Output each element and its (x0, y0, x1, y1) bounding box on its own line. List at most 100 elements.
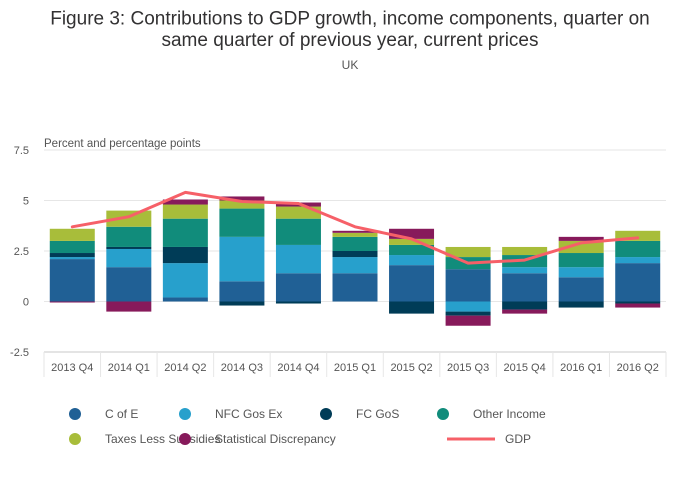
bar-segment-fc-gos (219, 301, 265, 306)
x-tick-label: 2015 Q2 (390, 362, 432, 374)
legend-label-other-income: Other Income (473, 407, 546, 421)
bar-segment-fc-gos (106, 246, 152, 249)
bar-segment-fc-gos (162, 246, 208, 264)
y-tick-label: 5 (23, 196, 29, 208)
legend-item-other-income: Other Income (437, 407, 546, 421)
x-tick-label: 2014 Q2 (164, 362, 206, 374)
legend-swatch-nfc-gos-ex (179, 408, 191, 420)
bar-segment-statistical-discrepancy (445, 315, 491, 326)
bar-segment-nfc-gos-ex (445, 301, 491, 312)
bar-segment-taxes-less-subsidies (445, 246, 491, 258)
legend-item-fc-gos: FC GoS (320, 407, 399, 421)
bar-segment-nfc-gos-ex (219, 236, 265, 282)
legend-label-c-of-e: C of E (105, 407, 138, 421)
bar-segment-nfc-gos-ex (558, 267, 604, 278)
x-tick-label: 2016 Q2 (617, 362, 659, 374)
bar-segment-statistical-discrepancy (615, 303, 661, 308)
bar-segment-statistical-discrepancy (219, 196, 265, 201)
stacked-bars (49, 196, 661, 326)
x-tick-label: 2015 Q3 (447, 362, 489, 374)
legend-label-taxes-less-subsidies: Taxes Less Subsidies (105, 432, 220, 446)
bar-segment-statistical-discrepancy (162, 199, 208, 205)
bar-segment-fc-gos (445, 311, 491, 316)
bar-segment-nfc-gos-ex (162, 263, 208, 298)
bar-segment-c-of-e (558, 277, 604, 302)
bar-segment-c-of-e (332, 273, 378, 302)
chart-subtitle: UK (342, 58, 359, 72)
bar-segment-nfc-gos-ex (332, 257, 378, 274)
bar-segment-other-income (106, 226, 152, 247)
legend-label-fc-gos: FC GoS (356, 407, 399, 421)
bar-segment-taxes-less-subsidies (615, 230, 661, 241)
bar-segment-other-income (219, 208, 265, 237)
y-axis-title: Percent and percentage points (44, 138, 201, 150)
bar-segment-nfc-gos-ex (275, 244, 321, 274)
bar-segment-fc-gos (389, 301, 435, 314)
bar-segment-statistical-discrepancy (558, 236, 604, 241)
bar-segment-nfc-gos-ex (106, 248, 152, 268)
x-tick-label: 2014 Q3 (221, 362, 263, 374)
bar-segment-other-income (389, 244, 435, 256)
bar-segment-statistical-discrepancy (49, 301, 95, 303)
legend-swatch-statistical-discrepancy (179, 433, 191, 445)
bar-segment-other-income (615, 240, 661, 258)
legend-item-taxes-less-subsidies: Taxes Less Subsidies (69, 432, 220, 446)
legend-item-nfc-gos-ex: NFC Gos Ex (179, 407, 282, 421)
legend-swatch-fc-gos (320, 408, 332, 420)
bar-segment-other-income (162, 218, 208, 247)
x-axis-ticks: 2013 Q4 2014 Q1 2014 Q2 2014 Q3 2014 Q4 2015 … (43, 352, 667, 377)
bar-segment-fc-gos (558, 301, 604, 308)
legend-swatch-other-income (437, 408, 449, 420)
bar-segment-statistical-discrepancy (502, 309, 548, 314)
bar-segment-statistical-discrepancy (389, 228, 435, 239)
bar-segment-fc-gos (332, 251, 378, 258)
legend: C of E NFC Gos Ex FC GoS Other Income Taxes … (69, 407, 546, 446)
bar-segment-fc-gos (275, 301, 321, 304)
legend-item-c-of-e: C of E (69, 407, 138, 421)
bar-segment-other-income (275, 218, 321, 245)
bar-segment-taxes-less-subsidies (49, 228, 95, 241)
bar-segment-other-income (558, 253, 604, 268)
legend-label-statistical-discrepancy: Statistical Discrepancy (215, 432, 336, 446)
legend-item-statistical-discrepancy: Statistical Discrepancy (179, 432, 336, 446)
bar-segment-nfc-gos-ex (49, 257, 95, 260)
bar-segment-statistical-discrepancy (332, 230, 378, 233)
bar-segment-c-of-e (49, 259, 95, 302)
chart-title-line-2: same quarter of previous year, current p… (161, 30, 538, 51)
y-axis-ticks: 7.5 5 2.5 0 -2.5 (10, 145, 29, 359)
legend-swatch-c-of-e (69, 408, 81, 420)
legend-label-nfc-gos-ex: NFC Gos Ex (215, 407, 282, 421)
bar-segment-c-of-e (615, 263, 661, 302)
y-tick-label: 0 (23, 297, 29, 309)
legend-label-gdp: GDP (505, 432, 531, 446)
legend-swatch-taxes-less-subsidies (69, 433, 81, 445)
gdp-line-layer (70, 190, 640, 265)
bar-segment-c-of-e (389, 265, 435, 302)
bar-segment-nfc-gos-ex (389, 255, 435, 266)
bar-segment-other-income (49, 240, 95, 254)
bar-segment-c-of-e (275, 273, 321, 302)
bar-segment-c-of-e (445, 269, 491, 302)
bar-segment-other-income (332, 236, 378, 251)
y-tick-label: 2.5 (14, 246, 29, 258)
x-tick-label: 2015 Q1 (334, 362, 376, 374)
bar-segment-nfc-gos-ex (615, 257, 661, 264)
bar-segment-taxes-less-subsidies (162, 204, 208, 219)
bar-segment-taxes-less-subsidies (106, 210, 152, 227)
bar-segment-taxes-less-subsidies (502, 246, 548, 256)
bar-segment-c-of-e (106, 267, 152, 302)
bar-segment-nfc-gos-ex (502, 267, 548, 274)
bar-segment-taxes-less-subsidies (558, 240, 604, 254)
x-tick-label: 2016 Q1 (560, 362, 602, 374)
x-tick-label: 2015 Q4 (504, 362, 546, 374)
legend-item-gdp: GDP (447, 432, 531, 446)
chart-title-line-1: Figure 3: Contributions to GDP growth, i… (50, 9, 650, 30)
bar-segment-statistical-discrepancy (106, 301, 152, 312)
x-tick-label: 2014 Q1 (108, 362, 150, 374)
bar-segment-c-of-e (219, 281, 265, 302)
bar-segment-fc-gos (615, 301, 661, 304)
gdp-line (70, 190, 640, 265)
y-tick-label: 7.5 (14, 145, 29, 157)
x-tick-label: 2014 Q4 (277, 362, 319, 374)
